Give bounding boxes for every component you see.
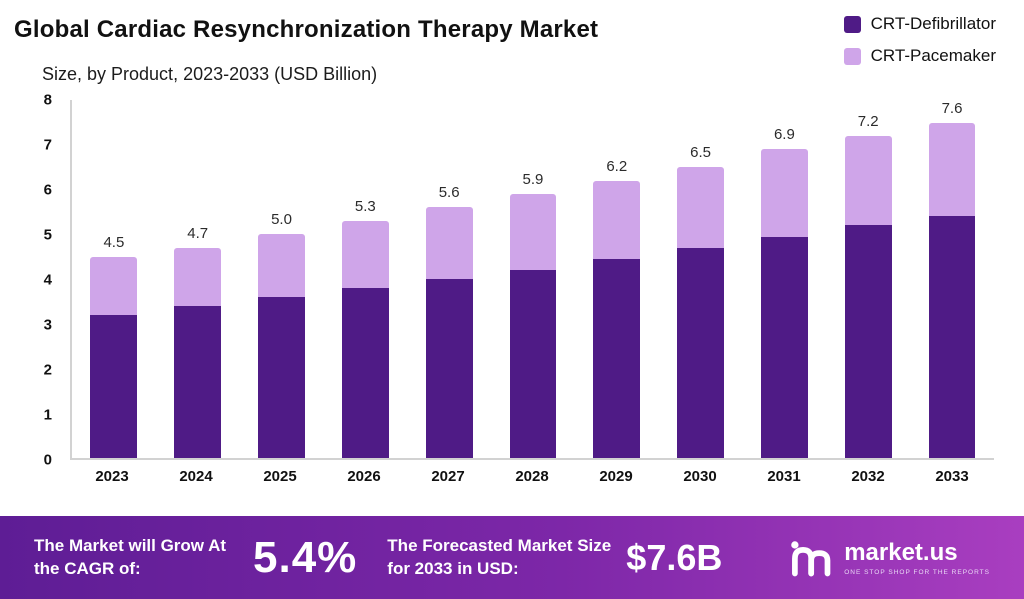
x-axis-label: 2024 xyxy=(179,468,213,485)
defibrillator-segment xyxy=(760,236,808,458)
bar-column: 6.5 xyxy=(659,100,743,458)
legend: CRT-Defibrillator CRT-Pacemaker xyxy=(843,14,996,66)
y-tick-label: 6 xyxy=(43,181,52,199)
y-tick-label: 4 xyxy=(43,271,52,289)
forecast-label: The Forecasted Market Size for 2033 in U… xyxy=(387,535,612,578)
bar-column: 6.9 xyxy=(743,100,827,458)
pacemaker-segment xyxy=(677,167,725,248)
bar-column: 5.3 xyxy=(323,100,407,458)
x-axis-label: 2030 xyxy=(683,468,717,485)
x-axis: 2023 2024 2025 2026 2027 2028 2029 2030 2031 2032… xyxy=(70,468,994,485)
bar-total-label: 5.9 xyxy=(522,171,544,188)
pacemaker-segment xyxy=(174,247,222,306)
y-tick-label: 0 xyxy=(43,451,52,469)
bar-total-label: 6.2 xyxy=(606,157,628,175)
y-tick-label: 8 xyxy=(43,91,52,109)
pacemaker-segment xyxy=(593,180,641,259)
defibrillator-segment xyxy=(928,215,976,458)
market-us-logo-icon xyxy=(791,540,831,576)
brand-tagline: ONE STOP SHOP FOR THE REPORTS xyxy=(844,569,990,576)
pacemaker-segment xyxy=(341,220,389,288)
pacemaker-segment xyxy=(760,149,808,237)
x-axis-label: 2029 xyxy=(599,468,633,485)
y-axis: 0 1 2 3 4 5 6 7 8 xyxy=(18,92,62,469)
bar-total-label: 6.9 xyxy=(773,126,795,144)
chart-subtitle: Size, by Product, 2023-2033 (USD Billion… xyxy=(42,64,378,84)
x-axis-label: 2025 xyxy=(263,468,297,485)
pacemaker-segment xyxy=(425,207,473,279)
bar-column: 5.6 xyxy=(407,100,491,458)
bar-column: 6.2 xyxy=(575,100,659,458)
bar-total-label: 6.5 xyxy=(690,144,712,162)
y-tick-label: 3 xyxy=(43,316,52,334)
forecast-value: $7.6B xyxy=(626,536,723,578)
footer-banner: The Market will Grow At the CAGR of: 5.4… xyxy=(0,516,1024,599)
pacemaker-swatch xyxy=(843,47,861,65)
bars-area: 4.5 4.7 5.0 5.3 5.6 5.9 6.2 6.5 6.9 7.2 7.6 xyxy=(72,100,994,458)
legend-label: CRT-Pacemaker xyxy=(870,46,996,65)
x-axis-label: 2033 xyxy=(935,468,969,485)
bar-total-label: 5.3 xyxy=(354,197,376,215)
pacemaker-segment xyxy=(258,234,305,297)
defibrillator-segment xyxy=(174,305,222,458)
y-tick-label: 1 xyxy=(43,406,52,424)
defibrillator-segment xyxy=(258,296,305,458)
plot-area: 4.5 4.7 5.0 5.3 5.6 5.9 6.2 6.5 6.9 7.2 7.6 xyxy=(70,100,994,460)
bar-column: 5.0 xyxy=(240,100,324,458)
x-axis-label: 2026 xyxy=(347,468,381,485)
legend-label: CRT-Defibrillator xyxy=(870,14,996,33)
defibrillator-segment xyxy=(90,314,138,458)
bar-total-label: 4.7 xyxy=(187,224,209,242)
bar-column: 7.6 xyxy=(910,100,994,458)
pacemaker-segment xyxy=(928,123,976,216)
bar-total-label: 7.2 xyxy=(857,112,879,130)
bar-total-label: 7.6 xyxy=(941,100,963,117)
legend-item-pacemaker: CRT-Pacemaker xyxy=(843,46,996,66)
x-axis-label: 2028 xyxy=(515,468,549,485)
defibrillator-swatch xyxy=(843,15,861,33)
brand-name: market.us xyxy=(844,539,958,566)
bar-total-label: 5.0 xyxy=(271,211,292,229)
pacemaker-segment xyxy=(844,135,892,226)
bar-column: 7.2 xyxy=(826,100,910,458)
bar-column: 4.5 xyxy=(72,100,156,458)
defibrillator-segment xyxy=(509,270,557,458)
legend-item-defibrillator: CRT-Defibrillator xyxy=(843,14,996,34)
bar-total-label: 5.6 xyxy=(438,184,460,202)
x-axis-label: 2031 xyxy=(767,468,801,485)
brand-text: market.us ONE STOP SHOP FOR THE REPORTS xyxy=(844,539,990,576)
y-tick-label: 7 xyxy=(43,136,52,154)
x-axis-label: 2032 xyxy=(851,468,885,485)
bar-column: 5.9 xyxy=(491,100,575,458)
bar-column: 4.7 xyxy=(156,100,240,458)
y-tick-label: 5 xyxy=(43,226,52,244)
defibrillator-segment xyxy=(844,225,892,458)
pacemaker-segment xyxy=(509,194,557,271)
cagr-label: The Market will Grow At the CAGR of: xyxy=(34,535,227,578)
defibrillator-segment xyxy=(677,247,725,458)
defibrillator-segment xyxy=(593,258,641,458)
defibrillator-segment xyxy=(341,287,389,458)
market-us-logo: market.us ONE STOP SHOP FOR THE REPORTS xyxy=(790,538,990,578)
pacemaker-segment xyxy=(90,256,138,315)
x-axis-label: 2023 xyxy=(95,468,129,485)
x-axis-label: 2027 xyxy=(431,468,465,485)
cagr-value: 5.4% xyxy=(253,532,358,582)
defibrillator-segment xyxy=(425,279,473,458)
bar-total-label: 4.5 xyxy=(103,233,125,251)
y-tick-label: 2 xyxy=(43,361,52,379)
page-title: Global Cardiac Resynchronization Therapy… xyxy=(14,16,599,43)
